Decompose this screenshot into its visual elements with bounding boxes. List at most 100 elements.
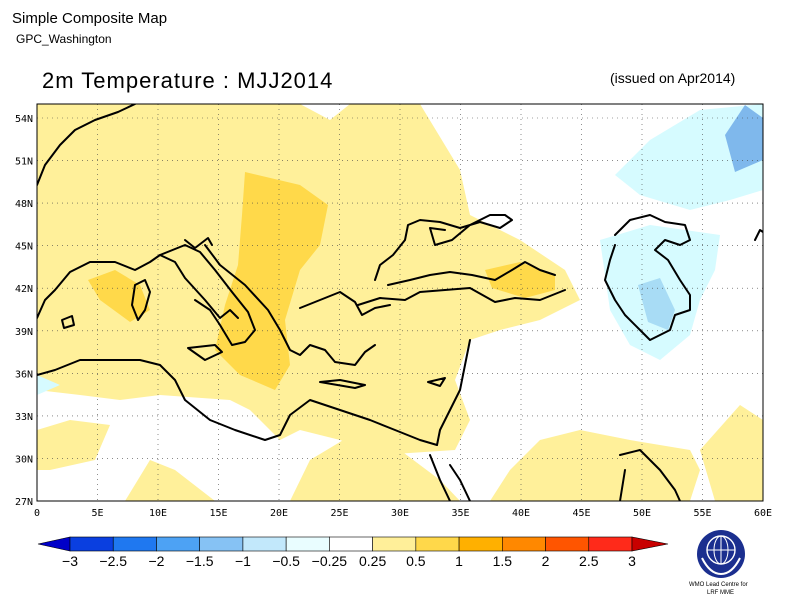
wmo-logo bbox=[697, 530, 745, 578]
colorbar-tick-label: −1.5 bbox=[186, 553, 214, 569]
anomaly-area-arabia bbox=[490, 430, 700, 501]
colorbar-tick-label: −2 bbox=[148, 553, 164, 569]
coastline-red-sea bbox=[429, 454, 451, 501]
coastline-greece-aegean bbox=[299, 291, 391, 316]
coastline-balkans-north bbox=[184, 237, 213, 249]
lon-tick-label: 20E bbox=[270, 508, 288, 519]
map-frame bbox=[36, 103, 764, 502]
colorbar-tick-label: −2.5 bbox=[99, 553, 127, 569]
colorbar-tick-label: −1 bbox=[235, 553, 251, 569]
anomaly-area-cool-west bbox=[37, 375, 60, 395]
anomaly-area-egypt bbox=[290, 430, 460, 501]
lon-tick-label: 5E bbox=[91, 508, 103, 519]
anomaly-shading bbox=[37, 104, 763, 501]
lat-tick-label: 51N bbox=[15, 157, 33, 168]
lon-tick-label: 50E bbox=[633, 508, 651, 519]
lon-tick-label: 45E bbox=[572, 508, 590, 519]
anomaly-area-france bbox=[37, 245, 150, 335]
lat-tick-label: 42N bbox=[15, 284, 33, 295]
colorbar-tick-label: 1 bbox=[455, 553, 463, 569]
colorbar-tick-label: 2 bbox=[542, 553, 550, 569]
island-sicily bbox=[187, 344, 223, 361]
anomaly-area-cool-north bbox=[615, 104, 763, 210]
anomaly-area-east bbox=[700, 405, 763, 501]
colorbar-tick-label: −3 bbox=[62, 553, 78, 569]
anomaly-area-cool-ne bbox=[725, 105, 763, 172]
island-crete bbox=[319, 379, 366, 389]
anomaly-area-balkans bbox=[215, 172, 328, 390]
colorbar-arrow-low bbox=[37, 536, 71, 552]
lon-tick-label: 60E bbox=[754, 508, 772, 519]
colorbar-tick-label: 2.5 bbox=[579, 553, 599, 569]
lat-tick-label: 54N bbox=[15, 114, 33, 125]
coastline-caspian bbox=[604, 214, 691, 341]
lat-tick-label: 30N bbox=[15, 454, 33, 465]
coastline-north-africa bbox=[37, 359, 438, 446]
lon-tick-label: 55E bbox=[693, 508, 711, 519]
coastline-gulf bbox=[619, 449, 681, 501]
logo-caption-line1: WMO Lead Centre for bbox=[689, 582, 748, 588]
lon-tick-label: 10E bbox=[149, 508, 167, 519]
coastline-adriatic bbox=[204, 244, 376, 366]
lat-tick-label: 27N bbox=[15, 497, 33, 508]
colorbar-segment bbox=[69, 536, 114, 552]
colorbar-segment bbox=[372, 536, 417, 552]
island-sardinia bbox=[131, 279, 151, 321]
colorbar-segment bbox=[199, 536, 244, 552]
colorbar-tick-label: 3 bbox=[628, 553, 636, 569]
colorbar-segment bbox=[415, 536, 460, 552]
colorbar-arrow-high bbox=[631, 536, 669, 552]
island-cyprus bbox=[427, 377, 446, 387]
coastline-black-sea bbox=[374, 214, 513, 281]
lon-tick-label: 30E bbox=[391, 508, 409, 519]
coastline-turkey bbox=[357, 287, 566, 306]
lon-tick-label: 0 bbox=[34, 508, 40, 519]
colorbar-segment bbox=[156, 536, 200, 552]
issued-date: (issued on Apr2014) bbox=[610, 70, 736, 86]
logo-caption-line2: LRF MME bbox=[707, 590, 734, 596]
anomaly-area-caucasus bbox=[485, 262, 555, 298]
coastlines bbox=[37, 104, 763, 501]
anomaly-area-libya bbox=[37, 420, 110, 470]
island-corsica bbox=[61, 315, 75, 329]
page-subtitle: GPC_Washington bbox=[16, 32, 112, 46]
anomaly-area-sahara bbox=[125, 460, 215, 501]
laurel-icon bbox=[701, 557, 741, 576]
colorbar-segment bbox=[329, 536, 373, 552]
coastline-red-sea-east bbox=[449, 464, 471, 501]
colorbar-tick-label: 0.25 bbox=[359, 553, 386, 569]
lon-tick-label: 40E bbox=[512, 508, 530, 519]
lon-tick-label: 25E bbox=[330, 508, 348, 519]
lon-tick-label: 35E bbox=[451, 508, 469, 519]
coastline-east-edge bbox=[754, 229, 763, 241]
lat-tick-label: 33N bbox=[15, 412, 33, 423]
coastline-iberia-med bbox=[37, 254, 239, 319]
lon-tick-label: 15E bbox=[209, 508, 227, 519]
colorbar-segment bbox=[502, 536, 546, 552]
colorbar-segment bbox=[112, 536, 157, 552]
colorbar-tick-label: 0.5 bbox=[406, 553, 426, 569]
lat-tick-label: 39N bbox=[15, 327, 33, 338]
coastline-levant bbox=[436, 339, 471, 446]
coastline-gulf-south bbox=[619, 469, 626, 501]
colorbar-segment bbox=[285, 536, 330, 552]
lat-tick-label: 48N bbox=[15, 199, 33, 210]
page-title: Simple Composite Map bbox=[12, 10, 168, 27]
map-title: 2m Temperature : MJJ2014 bbox=[42, 68, 334, 93]
colorbar-segment bbox=[458, 536, 503, 552]
coastline-france-iberia bbox=[37, 104, 136, 186]
colorbar-tick-label: 1.5 bbox=[493, 553, 513, 569]
coastline-italy bbox=[159, 244, 256, 346]
colorbar-segment bbox=[242, 536, 287, 552]
lat-tick-label: 36N bbox=[15, 369, 33, 380]
coastline-black-sea-south bbox=[387, 261, 556, 286]
colorbar-tick-label: −0.5 bbox=[272, 553, 300, 569]
colorbar-segment bbox=[588, 536, 633, 552]
anomaly-area-europe bbox=[37, 104, 580, 455]
colorbar-tick-label: −0.25 bbox=[312, 553, 348, 569]
lat-tick-label: 45N bbox=[15, 242, 33, 253]
anomaly-area-caspian-core bbox=[638, 278, 675, 330]
